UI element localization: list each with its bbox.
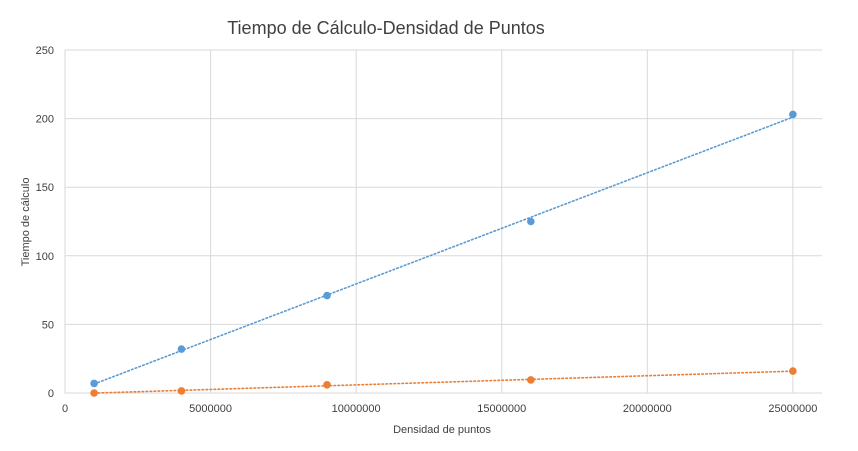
y-axis-label: Tiempo de cálculo [20,178,32,267]
data-point-series-2 [789,367,797,375]
x-tick-label: 15000000 [477,403,526,415]
trendline-series-2 [93,370,794,394]
data-point-series-1 [177,345,186,353]
data-point-series-1 [90,379,98,388]
y-tick-label: 100 [36,251,54,263]
y-tick-label: 250 [36,45,54,57]
x-tick-label: 0 [62,403,68,415]
data-point-series-2 [323,380,331,389]
y-tick-label: 150 [36,182,54,194]
chart-title: Tiempo de Cálculo-Densidad de Puntos [227,18,545,38]
x-tick-label: 10000000 [332,403,381,415]
data-points [90,110,797,397]
x-tick-label: 20000000 [623,403,672,415]
gridlines [64,49,822,394]
y-tick-label: 50 [42,319,54,331]
trendline-series-1 [93,116,794,385]
data-point-series-1 [789,110,797,119]
trendlines [93,116,794,394]
tick-labels: 0 50 100 150 200 250 0 5000000 10000000 15000000 2… [36,45,818,415]
y-tick-label: 0 [48,388,54,400]
data-point-series-1 [527,217,535,226]
data-point-series-2 [90,389,98,397]
x-tick-label: 5000000 [189,403,232,415]
x-axis-label: Densidad de puntos [393,424,491,436]
data-point-series-1 [323,291,331,300]
data-point-series-2 [527,376,535,384]
data-point-series-2 [177,387,186,395]
y-tick-label: 200 [36,114,54,126]
x-tick-label: 25000000 [768,403,817,415]
